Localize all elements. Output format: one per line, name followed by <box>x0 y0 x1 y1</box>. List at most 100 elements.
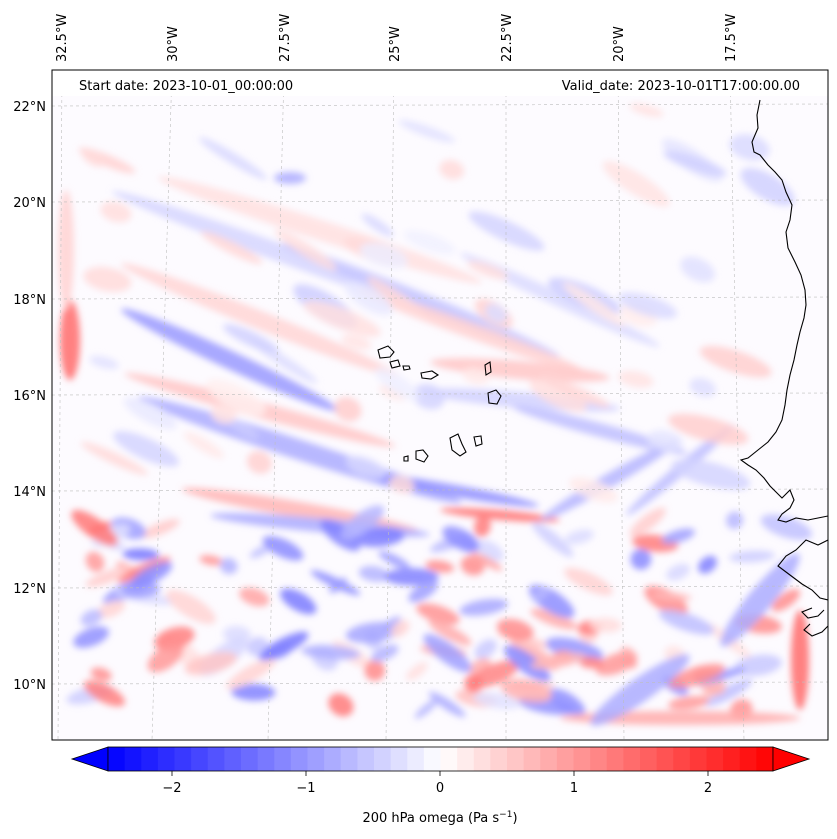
colorbar-step <box>606 747 624 771</box>
colorbar-step <box>224 747 242 771</box>
valid-date-label: Valid_date: 2023-10-01T17:00:00.00 <box>562 79 800 94</box>
omega-blob <box>344 281 393 316</box>
omega-blob <box>183 432 224 459</box>
omega-blob <box>661 528 695 544</box>
omega-blob <box>122 582 161 599</box>
omega-blob <box>320 519 361 551</box>
omega-blob <box>329 577 347 594</box>
omega-blob <box>503 645 551 682</box>
omega-blob <box>562 282 626 327</box>
colorbar-step <box>124 747 142 771</box>
colorbar-step <box>191 747 209 771</box>
omega-blob <box>474 515 491 537</box>
omega-blob <box>328 693 354 717</box>
omega-blob <box>262 536 304 561</box>
omega-blob <box>249 544 272 559</box>
omega-blob <box>147 642 184 673</box>
omega-blob <box>166 589 216 624</box>
omega-blob <box>83 266 132 292</box>
guinea-coastline <box>777 539 828 637</box>
omega-blob <box>791 610 809 710</box>
omega-blob <box>668 696 709 710</box>
omega-blob <box>408 580 439 603</box>
omega-blob <box>540 375 610 408</box>
omega-blob <box>231 683 276 701</box>
omega-blob <box>500 678 552 703</box>
omega-blob <box>210 403 237 424</box>
colorbar-extend-min <box>70 746 109 772</box>
omega-blob <box>547 688 586 716</box>
colorbar-step <box>523 747 541 771</box>
omega-blob <box>734 654 782 676</box>
colorbar-tick-neg1: −1 <box>296 781 315 796</box>
omega-blob <box>184 651 238 676</box>
omega-blob <box>589 617 622 633</box>
colorbar-step <box>290 747 308 771</box>
omega-blob <box>398 120 455 143</box>
omega-blob <box>199 137 268 180</box>
colorbar-step <box>706 747 724 771</box>
colorbar-tick-1: 1 <box>570 781 578 796</box>
colorbar-tick-neg2: −2 <box>162 781 181 796</box>
colorbar-step <box>640 747 658 771</box>
colorbar-step <box>739 747 757 771</box>
omega-blob <box>416 603 460 625</box>
omega-blob <box>474 639 497 659</box>
colorbar-step <box>490 747 508 771</box>
colorbar-steps <box>108 747 774 771</box>
omega-blob <box>464 674 483 693</box>
omega-blob <box>439 159 464 180</box>
omega-blob <box>124 397 177 430</box>
colorbar-step <box>174 747 192 771</box>
omega-blob <box>246 451 272 474</box>
omega-blob <box>85 566 131 588</box>
omega-blob <box>58 190 74 310</box>
omega-blob <box>663 150 727 177</box>
omega-blob <box>412 383 445 410</box>
omega-blob <box>440 507 560 523</box>
omega-blob <box>729 550 775 563</box>
omega-blob <box>460 253 660 347</box>
omega-blob <box>154 626 195 651</box>
omega-blob <box>258 631 309 661</box>
omega-blob <box>375 367 420 401</box>
omega-blob <box>698 555 717 574</box>
omega-blob <box>404 230 456 255</box>
omega-blob <box>720 553 800 647</box>
omega-blob <box>668 663 725 688</box>
omega-blob <box>82 150 104 167</box>
lat-label-10n: 10°N <box>13 678 46 693</box>
colorbar-step <box>274 747 292 771</box>
omega-blob <box>60 300 80 380</box>
omega-blob <box>671 459 751 490</box>
omega-blob <box>529 379 587 412</box>
omega-blob <box>629 507 666 537</box>
colorbar-step <box>241 747 259 771</box>
colorbar-step <box>590 747 608 771</box>
lat-label-18n: 18°N <box>13 293 46 308</box>
omega-blob <box>621 655 638 669</box>
lon-label-17-5w: 17.5°W <box>724 14 739 62</box>
omega-blob <box>366 277 430 321</box>
omega-blob <box>96 600 126 619</box>
omega-blob <box>89 356 119 369</box>
omega-blob <box>345 621 401 644</box>
graticule <box>52 70 828 740</box>
omega-blob <box>618 292 678 319</box>
omega-blob <box>729 134 770 161</box>
omega-blob <box>467 260 509 280</box>
omega-field <box>58 103 813 726</box>
omega-blob <box>224 416 260 440</box>
colorbar-step <box>307 747 325 771</box>
omega-blob <box>740 167 795 206</box>
longitude-labels: 32.5°W 30°W 27.5°W 25°W 22.5°W 20°W 17.5… <box>55 14 739 62</box>
cape-verde-islands <box>377 345 502 463</box>
omega-blob <box>334 397 362 422</box>
map-frame <box>51 69 829 741</box>
colorbar-step <box>257 747 275 771</box>
omega-blob <box>531 586 551 602</box>
colorbar-step <box>457 747 475 771</box>
omega-blob <box>223 324 279 354</box>
omega-blob <box>430 358 610 382</box>
